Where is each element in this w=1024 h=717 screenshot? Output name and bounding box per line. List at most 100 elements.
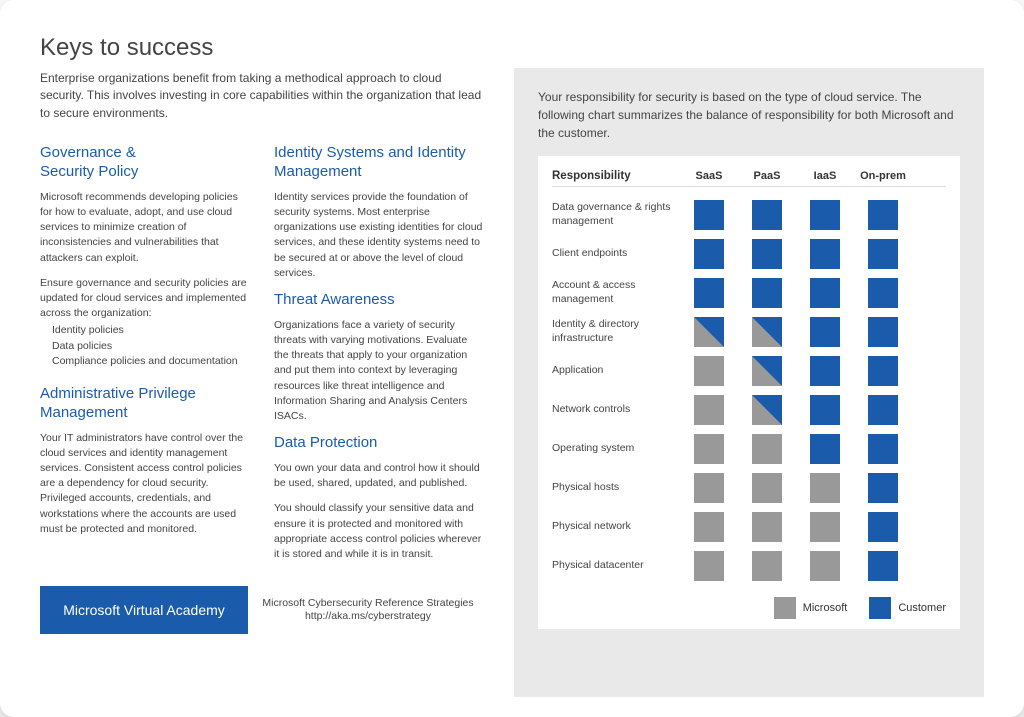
responsibility-square — [694, 551, 724, 581]
responsibility-square — [810, 278, 840, 308]
responsibility-square — [694, 239, 724, 269]
threat-p1: Organizations face a variety of security… — [274, 318, 484, 425]
responsibility-square — [694, 512, 724, 542]
footer-line1: Microsoft Cybersecurity Reference Strate… — [262, 597, 473, 611]
dataprot-p2: You should classify your sensitive data … — [274, 501, 484, 562]
header-iaas: IaaS — [796, 170, 854, 182]
row-label: Physical network — [552, 520, 680, 533]
responsibility-square — [752, 356, 782, 386]
responsibility-square — [810, 473, 840, 503]
row-label: Data governance & rights management — [552, 201, 680, 227]
chart-cell — [796, 473, 854, 503]
row-label: Physical hosts — [552, 481, 680, 494]
responsibility-square — [868, 551, 898, 581]
identity-title: Identity Systems and Identity Management — [274, 144, 484, 182]
responsibility-panel: Your responsibility for security is base… — [514, 68, 984, 697]
responsibility-square — [694, 200, 724, 230]
responsibility-square — [868, 200, 898, 230]
responsibility-square — [694, 317, 724, 347]
responsibility-square — [752, 317, 782, 347]
threat-title: Threat Awareness — [274, 291, 484, 310]
page-title: Keys to success — [40, 34, 984, 62]
page: Keys to success Enterprise organizations… — [0, 0, 1024, 717]
responsibility-square — [694, 356, 724, 386]
row-label: Account & access management — [552, 279, 680, 305]
chart-cell — [738, 434, 796, 464]
chart-row: Identity & directory infrastructure — [552, 312, 946, 351]
chart-cell — [680, 473, 738, 503]
chart-cell — [796, 200, 854, 230]
chart-row: Client endpoints — [552, 234, 946, 273]
chart-legend: Microsoft Customer — [552, 597, 946, 619]
responsibility-square — [868, 512, 898, 542]
bullet-identity: Identity policies — [52, 323, 250, 338]
chart-cell — [854, 512, 912, 542]
legend-microsoft-swatch — [774, 597, 796, 619]
responsibility-square — [752, 434, 782, 464]
chart-cell — [796, 551, 854, 581]
responsibility-square — [868, 356, 898, 386]
chart-cell — [796, 395, 854, 425]
footer-academy-block: Microsoft Virtual Academy — [40, 586, 248, 634]
responsibility-square — [868, 473, 898, 503]
row-label: Operating system — [552, 442, 680, 455]
chart-intro: Your responsibility for security is base… — [538, 88, 960, 142]
chart-cell — [854, 317, 912, 347]
responsibility-square — [752, 200, 782, 230]
responsibility-square — [694, 473, 724, 503]
responsibility-square — [752, 395, 782, 425]
chart-cell — [854, 473, 912, 503]
chart-cell — [854, 395, 912, 425]
chart-row: Application — [552, 351, 946, 390]
chart-cell — [738, 239, 796, 269]
chart-row: Network controls — [552, 390, 946, 429]
column-2: Identity Systems and Identity Management… — [274, 144, 484, 572]
chart-row: Physical hosts — [552, 468, 946, 507]
legend-customer: Customer — [869, 597, 946, 619]
governance-p1: Microsoft recommends developing policies… — [40, 190, 250, 266]
chart-row: Physical network — [552, 507, 946, 546]
footer-reference: Microsoft Cybersecurity Reference Strate… — [248, 586, 488, 634]
responsibility-square — [694, 395, 724, 425]
governance-bullets: Identity policies Data policies Complian… — [40, 323, 250, 369]
chart-cell — [738, 356, 796, 386]
chart-cell — [796, 512, 854, 542]
chart-cell — [738, 200, 796, 230]
row-label: Physical datacenter — [552, 559, 680, 572]
chart-cell — [680, 356, 738, 386]
footer-bar: Microsoft Virtual Academy Microsoft Cybe… — [40, 586, 488, 634]
chart-header-row: Responsibility SaaS PaaS IaaS On-prem — [552, 170, 946, 187]
chart-cell — [796, 239, 854, 269]
chart-cell — [796, 278, 854, 308]
chart-cell — [796, 356, 854, 386]
chart-cell — [854, 551, 912, 581]
dataprot-p1: You own your data and control how it sho… — [274, 461, 484, 491]
row-label: Client endpoints — [552, 247, 680, 260]
row-label: Network controls — [552, 403, 680, 416]
responsibility-square — [810, 200, 840, 230]
header-saas: SaaS — [680, 170, 738, 182]
responsibility-square — [868, 278, 898, 308]
responsibility-square — [810, 317, 840, 347]
legend-customer-swatch — [869, 597, 891, 619]
header-paas: PaaS — [738, 170, 796, 182]
chart-cell — [738, 551, 796, 581]
responsibility-square — [752, 512, 782, 542]
chart-cell — [854, 200, 912, 230]
chart-cell — [680, 278, 738, 308]
responsibility-square — [810, 395, 840, 425]
left-column: Enterprise organizations benefit from ta… — [40, 70, 488, 697]
responsibility-square — [868, 395, 898, 425]
chart-cell — [680, 551, 738, 581]
responsibility-square — [752, 551, 782, 581]
legend-microsoft-label: Microsoft — [803, 602, 848, 614]
responsibility-chart: Responsibility SaaS PaaS IaaS On-prem Da… — [538, 156, 960, 629]
responsibility-square — [868, 434, 898, 464]
text-columns: Governance & Security Policy Microsoft r… — [40, 144, 488, 572]
chart-row: Data governance & rights management — [552, 195, 946, 234]
row-label: Identity & directory infrastructure — [552, 318, 680, 344]
column-1: Governance & Security Policy Microsoft r… — [40, 144, 250, 572]
dataprot-title: Data Protection — [274, 434, 484, 453]
chart-cell — [854, 239, 912, 269]
chart-cell — [854, 356, 912, 386]
